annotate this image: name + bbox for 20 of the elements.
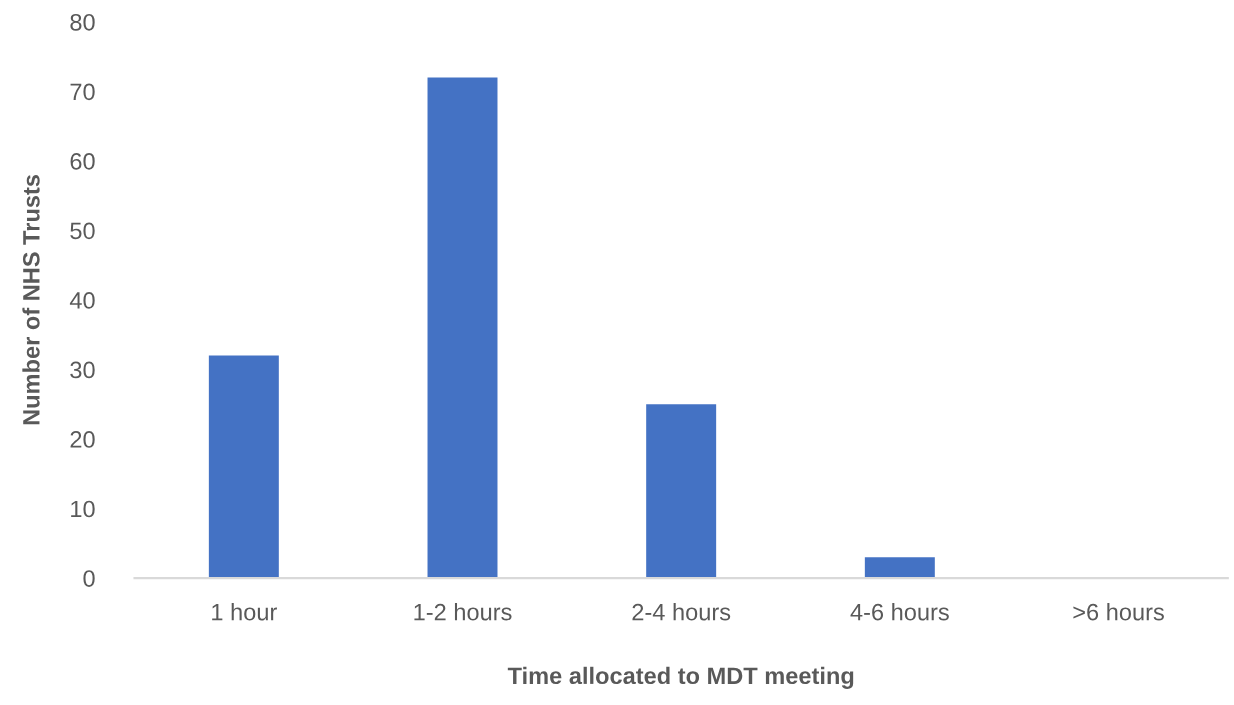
y-tick-label: 60 <box>70 152 95 170</box>
bar <box>208 355 279 579</box>
x-axis-title: Time allocated to MDT meeting <box>507 666 854 689</box>
y-tick-label: 50 <box>70 222 95 240</box>
x-tick-label: 1-2 hours <box>414 603 512 621</box>
x-tick-label: 2-4 hours <box>632 603 731 621</box>
y-tick-label: 0 <box>83 570 95 587</box>
x-tick-label: 1 hour <box>212 603 277 621</box>
y-tick-label: 20 <box>70 431 95 448</box>
y-tick-label: 70 <box>70 83 95 101</box>
bar <box>427 77 498 579</box>
y-tick-label: 80 <box>70 13 95 31</box>
bar <box>864 557 935 579</box>
y-axis-title: Number of NHS Trusts <box>22 175 40 425</box>
y-tick-label: 30 <box>70 361 95 379</box>
bar <box>646 404 717 579</box>
x-tick-label: 4-6 hours <box>850 603 949 621</box>
y-tick-label: 10 <box>71 500 95 518</box>
x-tick-label: >6 hours <box>1073 603 1164 621</box>
y-tick-label: 40 <box>69 292 95 309</box>
